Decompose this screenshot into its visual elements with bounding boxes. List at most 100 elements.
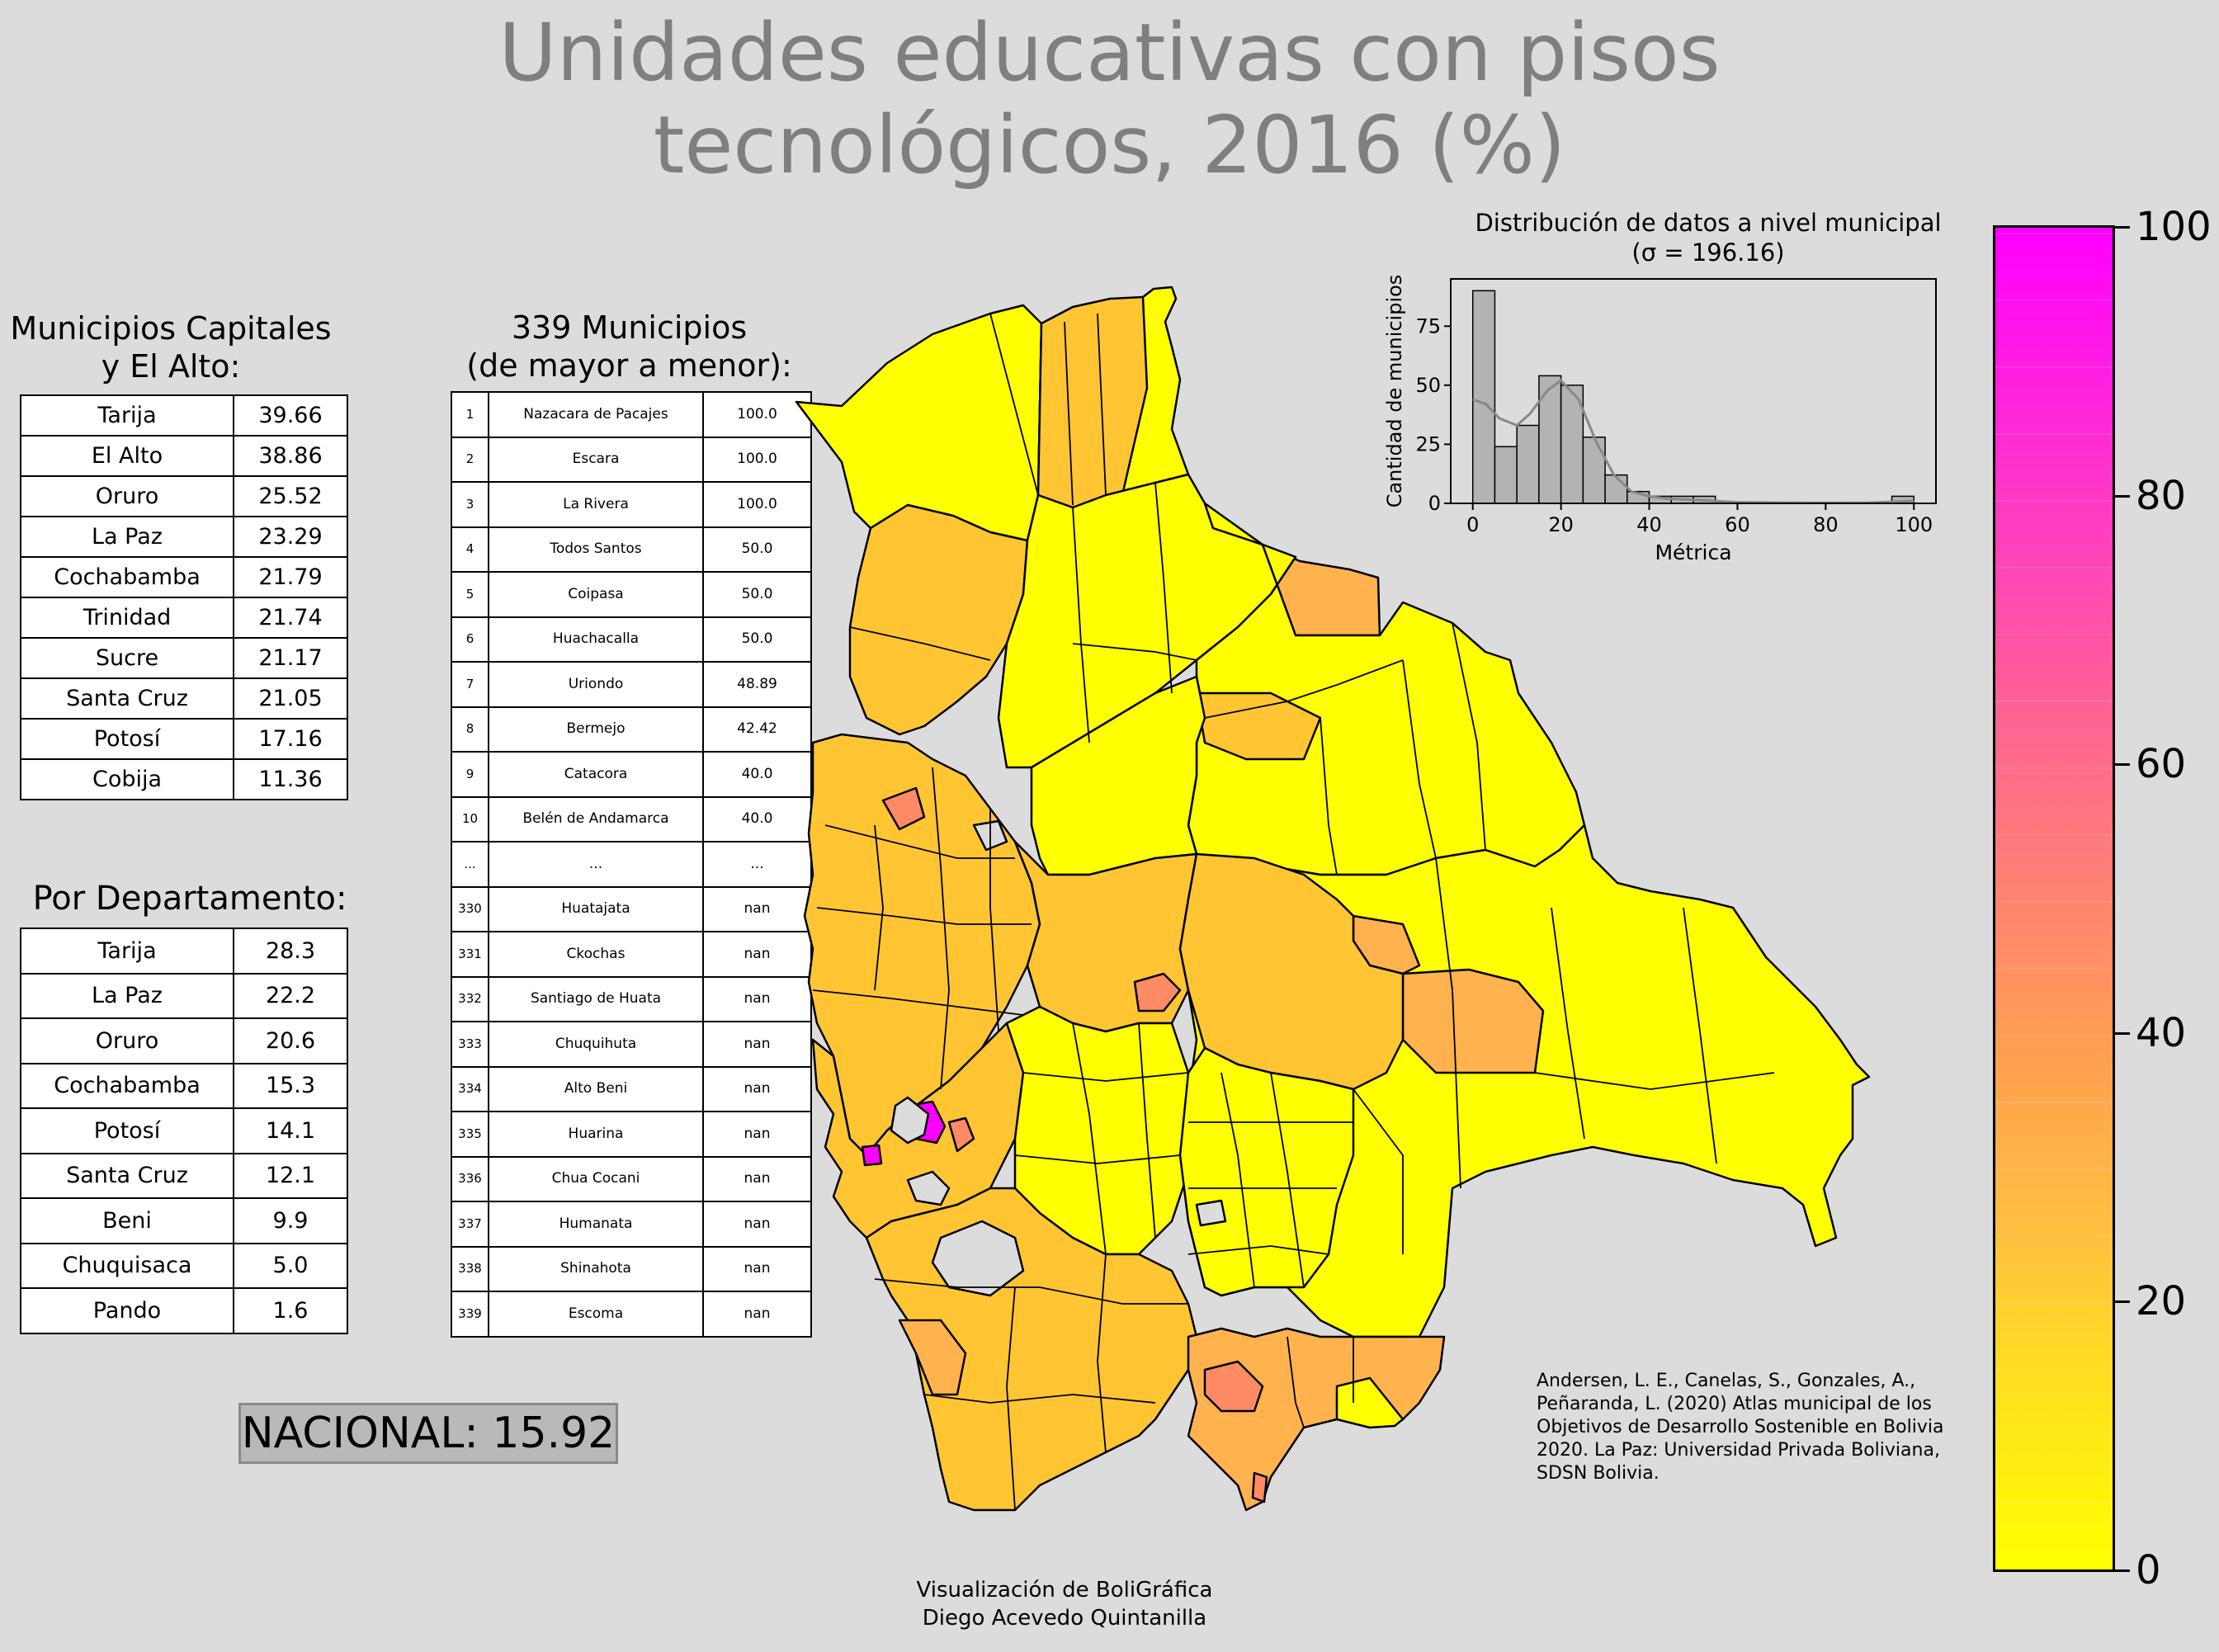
- municipios-cell: Santiago de Huata: [488, 975, 704, 1022]
- capitales-cell: Potosí: [20, 718, 234, 760]
- capitales-row: Cobija 11.36: [20, 758, 348, 800]
- histogram-frame: [1450, 278, 1937, 504]
- municipios-cell: 7: [451, 661, 489, 708]
- map-lake-rogagua: [1195, 1199, 1227, 1227]
- municipios-row: 10 Belén de Andamarca 40.0: [451, 795, 812, 843]
- capitales-cell: La Paz: [20, 516, 234, 558]
- municipios-row: 7 Uriondo 48.89: [451, 661, 812, 708]
- histogram-title: Distribución de datos a nivel municipal …: [1395, 208, 2022, 267]
- map-border-la-paz-2: [824, 824, 1015, 859]
- colorbar-tick-label: 80: [2136, 472, 2187, 519]
- municipios-cell: Uriondo: [488, 661, 704, 708]
- map-border-beni-7: [1452, 622, 1486, 851]
- departamentos-row: Beni 9.9: [20, 1197, 348, 1244]
- map-region-tarija: [1187, 1327, 1446, 1512]
- municipios-cell: 5: [451, 571, 489, 618]
- histogram-y-tick-label: 50: [1415, 374, 1441, 397]
- municipios-cell: 2: [451, 436, 489, 483]
- histogram-y-tick-label: 25: [1415, 432, 1441, 455]
- colorbar-tick: [2115, 494, 2130, 498]
- municipios-cell: Escara: [488, 436, 704, 483]
- municipios-cell: nan: [702, 1065, 812, 1112]
- histogram-bar: [1516, 424, 1540, 504]
- municipios-cell: Coipasa: [488, 571, 704, 618]
- map-border-santa-cruz-4: [1534, 1072, 1775, 1090]
- municipios-cell: ...: [451, 841, 489, 888]
- municipios-cell: 9: [451, 751, 489, 798]
- map-border-tarija-1: [1287, 1336, 1305, 1428]
- credit: Visualización de BoliGráfica Diego Aceve…: [825, 1576, 1304, 1632]
- capitales-row: Santa Cruz 21.05: [20, 677, 348, 720]
- departamentos-cell: 20.6: [233, 1017, 348, 1064]
- municipios-cell: Alto Beni: [488, 1065, 704, 1112]
- municipios-cell: Huachacalla: [488, 616, 704, 663]
- municipios-cell: Chua Cocani: [488, 1155, 704, 1202]
- histogram-bar: [1471, 290, 1496, 504]
- municipios-row: 337 Humanata nan: [451, 1201, 812, 1248]
- capitales-row: Cochabamba 21.79: [20, 556, 348, 598]
- map-border-west-3: [989, 809, 999, 1032]
- map-region-la-paz-salmon: [1133, 972, 1182, 1012]
- departamentos-row: Chuquisaca 5.0: [20, 1242, 348, 1289]
- map-border-beni-1: [1072, 507, 1090, 743]
- capitales-cell: 23.29: [233, 516, 348, 558]
- colorbar-tick: [2115, 1031, 2130, 1035]
- departamentos-row: Pando 1.6: [20, 1287, 348, 1334]
- histogram-x-label: Métrica: [1655, 540, 1731, 564]
- map-border-pando-2: [1097, 313, 1107, 496]
- departamentos-cell: Chuquisaca: [20, 1242, 234, 1289]
- map-border-central-2: [1138, 1022, 1156, 1239]
- municipios-row: .........: [451, 841, 812, 888]
- map-border-central-3: [1022, 1072, 1189, 1082]
- municipios-cell: 100.0: [702, 436, 812, 483]
- histogram-bar: [1604, 474, 1628, 504]
- histogram-x-tick-label: 60: [1725, 513, 1750, 536]
- nacional-badge: NACIONAL: 15.92: [238, 1403, 618, 1464]
- map-border-pando-1: [1064, 321, 1074, 506]
- capitales-cell: Oruro: [20, 475, 234, 517]
- municipios-cell: 339: [451, 1291, 489, 1338]
- main-title: Unidades educativas con pisos tecnológic…: [0, 7, 2219, 191]
- departamentos-cell: 12.1: [233, 1152, 348, 1199]
- capitales-cell: Trinidad: [20, 597, 234, 639]
- departamentos-cell: Pando: [20, 1287, 234, 1334]
- municipios-row: 338 Shinahota nan: [451, 1245, 812, 1292]
- histogram-bars: [1471, 290, 1915, 504]
- municipios-cell: 100.0: [702, 391, 812, 438]
- municipios-cell: Chuquihuta: [488, 1021, 704, 1068]
- departamentos-row: Cochabamba 15.3: [20, 1062, 348, 1109]
- municipios-cell: 48.89: [702, 661, 812, 708]
- municipios-cell: Belén de Andamarca: [488, 795, 704, 843]
- citation-text: Andersen, L. E., Canelas, S., Gonzales, …: [1537, 1371, 1944, 1484]
- histogram-subtitle: (σ = 196.16): [1631, 238, 1785, 267]
- municipios-cell: 4: [451, 526, 489, 573]
- municipios-table: 1 Nazacara de Pacajes 100.0 2 Escara 100.0 3 La…: [451, 391, 812, 1338]
- capitales-cell: 21.05: [233, 677, 348, 720]
- departamentos-cell: Cochabamba: [20, 1062, 234, 1109]
- municipios-cell: 10: [451, 795, 489, 843]
- map-lake-titicaca: [890, 1096, 930, 1145]
- colorbar-tick: [2115, 763, 2130, 767]
- departamentos-cell: 28.3: [233, 927, 348, 975]
- capitales-row: El Alto 38.86: [20, 435, 348, 477]
- map-border-west-1: [874, 824, 884, 991]
- map-region-salmon-4: [1251, 1471, 1268, 1503]
- capitales-cell: Sucre: [20, 637, 234, 679]
- municipios-row: 330 Huatajata nan: [451, 885, 812, 932]
- map-border-central-4: [1014, 1154, 1181, 1164]
- map-border-la-paz-4: [812, 989, 1024, 1016]
- map-border-santa-cruz-1: [1435, 857, 1461, 1189]
- departamentos-row: La Paz 22.2: [20, 972, 348, 1019]
- municipios-cell: nan: [702, 885, 812, 932]
- municipios-cell: 338: [451, 1245, 489, 1292]
- histogram-x-tick-label: 0: [1466, 513, 1479, 536]
- histogram-x-tick-label: 100: [1895, 513, 1933, 536]
- histogram-x-ticks: 0 20 40 60 80 100: [1466, 503, 1933, 536]
- capitales-cell: 21.74: [233, 597, 348, 639]
- map-border-south-2: [923, 1394, 1156, 1404]
- municipios-cell: 42.42: [702, 706, 812, 753]
- municipios-cell: 333: [451, 1021, 489, 1068]
- colorbar-tick: [2115, 1300, 2130, 1304]
- map-region-beni-mid-orange: [1195, 691, 1322, 761]
- departamentos-cell: 1.6: [233, 1287, 348, 1334]
